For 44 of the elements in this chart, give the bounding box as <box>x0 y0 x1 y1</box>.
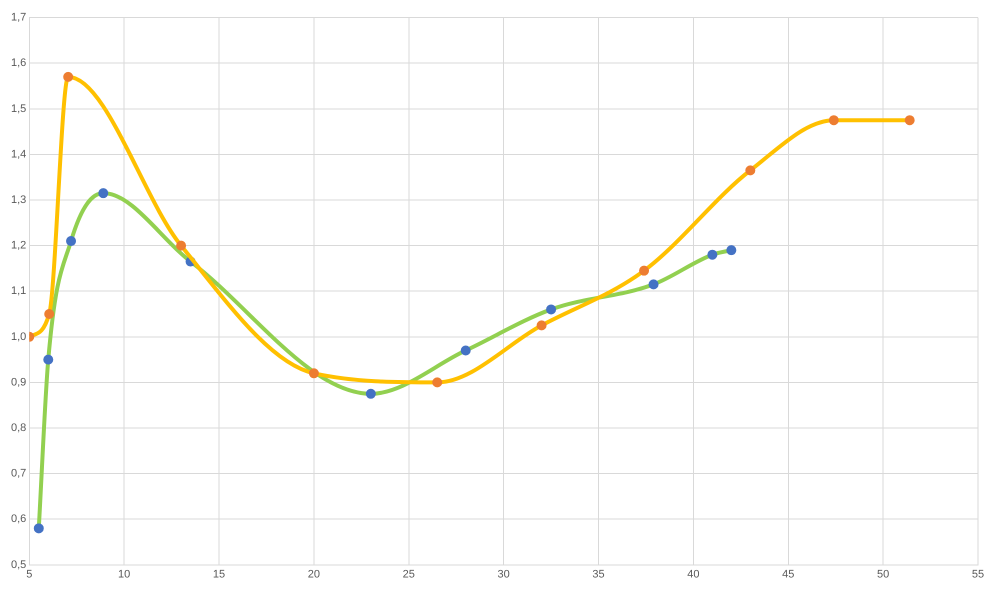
x-tick-label: 45 <box>782 568 794 580</box>
x-tick-label: 35 <box>592 568 605 580</box>
point <box>176 240 186 251</box>
x-tick-label: 10 <box>118 568 130 580</box>
x-tick-label: 50 <box>877 568 890 580</box>
y-tick-label: 0,9 <box>10 376 26 388</box>
y-tick-label: 0,8 <box>10 422 26 434</box>
point <box>648 279 659 290</box>
point <box>639 266 650 276</box>
point <box>308 368 319 378</box>
x-tick-label: 55 <box>972 568 984 580</box>
y-tick-label: 1,7 <box>10 12 26 24</box>
point <box>745 165 756 176</box>
y-tick-label: 0,6 <box>10 513 26 526</box>
point <box>726 245 736 256</box>
point <box>44 309 54 319</box>
y-tick-label: 1,3 <box>10 194 26 206</box>
x-tick-label: 5 <box>26 568 32 580</box>
y-tick-label: 1,6 <box>10 57 26 70</box>
point <box>828 115 839 126</box>
point <box>43 354 54 365</box>
point <box>63 72 74 82</box>
y-tick-label: 1,5 <box>10 102 26 115</box>
point <box>66 236 76 246</box>
y-tick-label: 1,0 <box>10 330 26 343</box>
point <box>366 388 376 399</box>
point <box>707 250 718 260</box>
y-tick-label: 0,7 <box>10 468 26 480</box>
x-tick-label: 25 <box>402 568 415 580</box>
x-tick-label: 15 <box>212 568 226 580</box>
y-tick-label: 0,5 <box>10 558 26 571</box>
point <box>904 115 915 126</box>
point <box>98 188 108 198</box>
y-tick-label: 1,1 <box>10 285 26 298</box>
point <box>546 304 556 314</box>
y-tick-label: 1,2 <box>10 240 26 252</box>
x-tick-label: 30 <box>498 568 510 580</box>
point <box>432 377 442 388</box>
x-tick-label: 40 <box>687 568 700 580</box>
point <box>460 345 471 356</box>
x-tick-label: 20 <box>308 568 320 580</box>
point <box>34 523 44 534</box>
y-tick-label: 1,4 <box>10 148 26 160</box>
point <box>536 320 547 330</box>
